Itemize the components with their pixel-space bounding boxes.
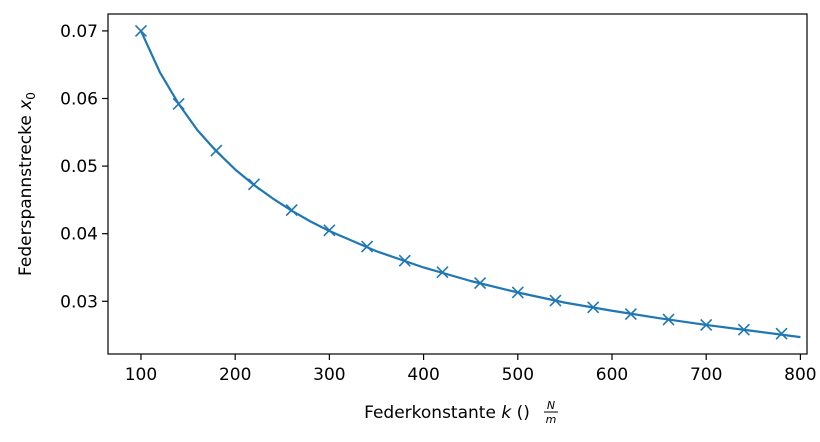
marker-stroke [624, 308, 637, 321]
y-tick-label: 0.06 [60, 89, 98, 109]
axes: 100 200 300 400 500 600 700 800 0.03 0.04 0.05 0.06… [60, 13, 817, 385]
x-tick-label: 400 [407, 365, 439, 385]
data-point-marker [398, 254, 411, 267]
data-point-marker [210, 144, 223, 157]
data-point-marker [323, 224, 336, 237]
marker-stroke [511, 286, 524, 299]
marker-stroke [247, 178, 261, 191]
y-axis-label-symbol: x [16, 99, 36, 111]
marker-stroke [323, 224, 336, 237]
y-tick-label: 0.07 [60, 22, 98, 42]
data-point-marker [662, 313, 675, 326]
x-tick-label: 600 [596, 365, 628, 385]
y-axis-label: Federspannstrecke x0 [16, 92, 38, 276]
marker-stroke [587, 301, 600, 314]
y-tick-label: 0.04 [60, 225, 98, 245]
data-point-marker [285, 203, 298, 217]
x-axis-unit-numerator: N [547, 399, 555, 412]
marker-stroke [549, 294, 562, 307]
x-tick-label: 100 [125, 365, 157, 385]
marker-stroke [210, 144, 223, 157]
marker-stroke [436, 266, 449, 279]
marker-stroke [474, 276, 487, 290]
y-axis-label-subscript: 0 [24, 92, 38, 100]
plot-frame [107, 13, 808, 355]
x-tick-label: 700 [690, 365, 722, 385]
y-tick-label: 0.05 [60, 157, 98, 177]
data-point-marker [436, 266, 449, 279]
marker-stroke [775, 327, 788, 340]
data-point-marker [511, 286, 524, 299]
data-point-marker [474, 276, 487, 290]
x-axis-label: Federkonstante k () [364, 403, 530, 423]
data-point-marker [587, 301, 600, 314]
data-point-marker [775, 327, 788, 340]
marker-stroke [172, 97, 185, 110]
x-axis-label-unit-open: ( [511, 403, 523, 423]
x-tick-label: 800 [784, 365, 816, 385]
marker-stroke [360, 240, 374, 253]
marker-stroke [662, 313, 675, 326]
x-tick-label: 200 [219, 365, 251, 385]
marker-stroke [285, 203, 298, 217]
data-point-marker [700, 318, 713, 332]
marker-stroke [737, 323, 750, 336]
x-tick-label: 300 [313, 365, 345, 385]
plot-area [134, 24, 801, 340]
marker-stroke [700, 318, 713, 332]
data-point-marker [134, 24, 148, 37]
x-axis-label-unit-close: ) [523, 403, 530, 423]
data-point-marker [172, 97, 185, 110]
marker-stroke [398, 254, 411, 267]
x-axis-label-symbol: k [501, 403, 512, 423]
data-point-marker [360, 240, 374, 253]
data-point-marker [549, 294, 562, 307]
data-point-marker [247, 178, 261, 191]
x-tick-label: 500 [502, 365, 534, 385]
data-point-marker [737, 323, 750, 336]
marker-stroke [134, 24, 148, 37]
y-axis-label-prefix: Federspannstrecke [16, 110, 36, 276]
y-tick-label: 0.03 [60, 292, 98, 312]
x-axis-unit-denominator: m [546, 413, 557, 426]
x-axis-label-prefix: Federkonstante [364, 403, 501, 423]
data-point-marker [624, 308, 637, 321]
